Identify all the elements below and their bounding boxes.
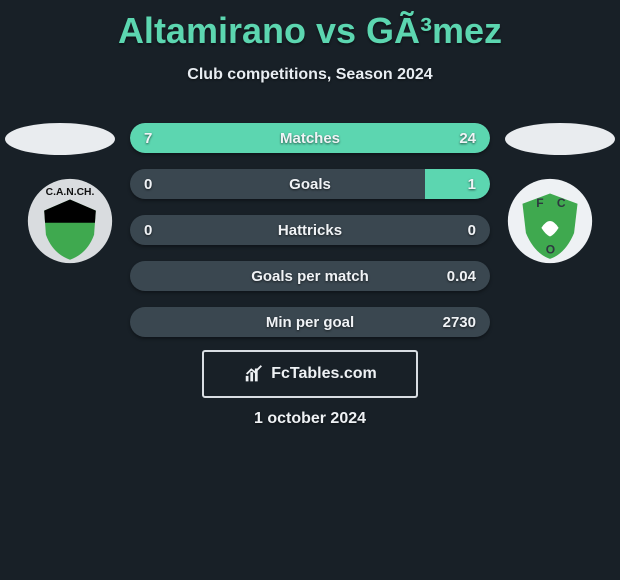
player-left-oval <box>5 123 115 155</box>
chart-icon <box>243 363 265 385</box>
stat-label: Matches <box>130 130 490 147</box>
stat-label: Hattricks <box>130 222 490 239</box>
brand-footer[interactable]: FcTables.com <box>202 350 418 398</box>
stat-label: Min per goal <box>130 314 490 331</box>
stat-value-right: 2730 <box>443 314 476 331</box>
stat-value-right: 0.04 <box>447 268 476 285</box>
club-badge-right: F C O <box>507 178 593 264</box>
brand-text: FcTables.com <box>271 365 377 383</box>
club-badge-left: C.A.N.CH. <box>27 178 113 264</box>
badge-right-letter-f: F <box>536 196 543 210</box>
stat-value-right: 1 <box>468 176 476 193</box>
player-right-oval <box>505 123 615 155</box>
stat-row: 0Goals1 <box>130 169 490 199</box>
stat-row: 7Matches24 <box>130 123 490 153</box>
stat-row: Min per goal2730 <box>130 307 490 337</box>
subtitle: Club competitions, Season 2024 <box>0 66 620 84</box>
stat-value-right: 0 <box>468 222 476 239</box>
badge-left-text: C.A.N.CH. <box>46 187 95 198</box>
stat-row: 0Hattricks0 <box>130 215 490 245</box>
stats-panel: 7Matches240Goals10Hattricks0Goals per ma… <box>130 123 490 353</box>
page-title: Altamirano vs GÃ³mez <box>0 0 620 52</box>
stat-value-right: 24 <box>459 130 476 147</box>
stat-label: Goals <box>130 176 490 193</box>
stat-label: Goals per match <box>130 268 490 285</box>
date-text: 1 october 2024 <box>0 410 620 428</box>
badge-right-letter-c: C <box>557 196 566 210</box>
badge-right-letter-o: O <box>546 243 555 257</box>
stat-row: Goals per match0.04 <box>130 261 490 291</box>
